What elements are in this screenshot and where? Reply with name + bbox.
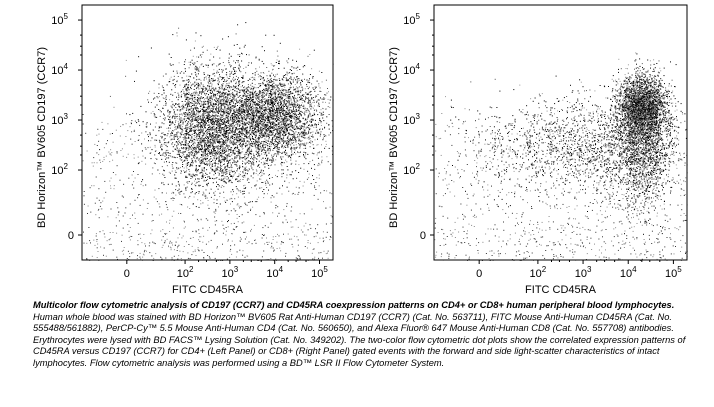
x-tick-label: 0 — [124, 268, 130, 280]
x-tick-label: 102 — [530, 265, 547, 280]
y-tick-label: 0 — [68, 230, 74, 242]
left-dot-plot: 0 0 102 102 103 103 104 104 105 105 FITC CD45RA BD … — [36, 4, 334, 296]
figure-caption: Multicolor flow cytometric analysis of C… — [33, 300, 703, 370]
y-tick-label: 105 — [51, 12, 68, 27]
y-axis-label: BD Horizon™ BV605 CD197 (CCR7) — [388, 47, 400, 228]
x-tick-label: 105 — [665, 265, 682, 280]
caption-title: Multicolor flow cytometric analysis of C… — [33, 300, 675, 310]
x-tick-label: 103 — [575, 265, 592, 280]
y-tick-label: 105 — [403, 12, 420, 27]
event-dots — [434, 52, 688, 261]
y-tick-label: 102 — [403, 162, 420, 177]
x-tick-label: 103 — [222, 265, 239, 280]
y-tick-label: 104 — [51, 62, 68, 77]
y-tick-label: 103 — [403, 112, 420, 127]
x-tick-label: 104 — [266, 265, 283, 280]
event-dots — [82, 22, 334, 261]
plot-frame — [433, 4, 688, 261]
x-tick-label: 104 — [620, 265, 637, 280]
y-tick-label: 104 — [403, 62, 420, 77]
plot-frame — [81, 4, 334, 261]
x-tick-label: 102 — [177, 265, 194, 280]
y-axis-label: BD Horizon™ BV605 CD197 (CCR7) — [36, 47, 48, 228]
caption-body: Human whole blood was stained with BD Ho… — [33, 311, 686, 368]
flow-cytometry-figure: 0 0 102 102 103 103 104 104 105 105 FITC CD45RA BD … — [36, 4, 688, 296]
right-dot-plot: 0 0 102 102 103 103 104 104 105 105 FITC CD45RA BD … — [388, 4, 688, 296]
x-axis-label: FITC CD45RA — [172, 284, 244, 296]
x-axis-label: FITC CD45RA — [525, 284, 597, 296]
y-tick-label: 0 — [420, 230, 426, 242]
y-tick-label: 103 — [51, 112, 68, 127]
x-tick-label: 0 — [476, 268, 482, 280]
y-tick-label: 102 — [51, 162, 68, 177]
x-tick-label: 105 — [311, 265, 328, 280]
